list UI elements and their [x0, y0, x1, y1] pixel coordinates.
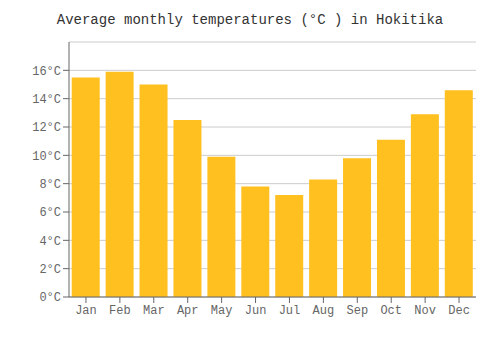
svg-text:May: May: [211, 304, 233, 318]
svg-text:8°C: 8°C: [39, 178, 61, 192]
svg-text:4°C: 4°C: [39, 235, 61, 249]
html-text:Average monthly temperatures (: Average monthly temperatures (°C ) in Ho…: [56, 12, 444, 28]
svg-text:0°C: 0°C: [39, 291, 61, 305]
svg-text:Apr: Apr: [177, 304, 199, 318]
svg-text:Jun: Jun: [245, 304, 267, 318]
svg-text:14°C: 14°C: [32, 93, 61, 107]
svg-text:6°C: 6°C: [39, 206, 61, 220]
svg-text:Mar: Mar: [143, 304, 165, 318]
svg-text:16°C: 16°C: [32, 65, 61, 79]
svg-text:Dec: Dec: [448, 304, 470, 318]
svg-text:Feb: Feb: [109, 304, 131, 318]
svg-text:10°C: 10°C: [32, 150, 61, 164]
svg-text:2°C: 2°C: [39, 263, 61, 277]
svg-text:Jan: Jan: [75, 304, 97, 318]
svg-text:Aug: Aug: [313, 304, 335, 318]
svg-text:Nov: Nov: [414, 304, 436, 318]
svg-text:Sep: Sep: [346, 304, 368, 318]
svg-text:12°C: 12°C: [32, 121, 61, 135]
svg-text:Jul: Jul: [279, 304, 301, 318]
svg-text:Oct: Oct: [380, 304, 402, 318]
